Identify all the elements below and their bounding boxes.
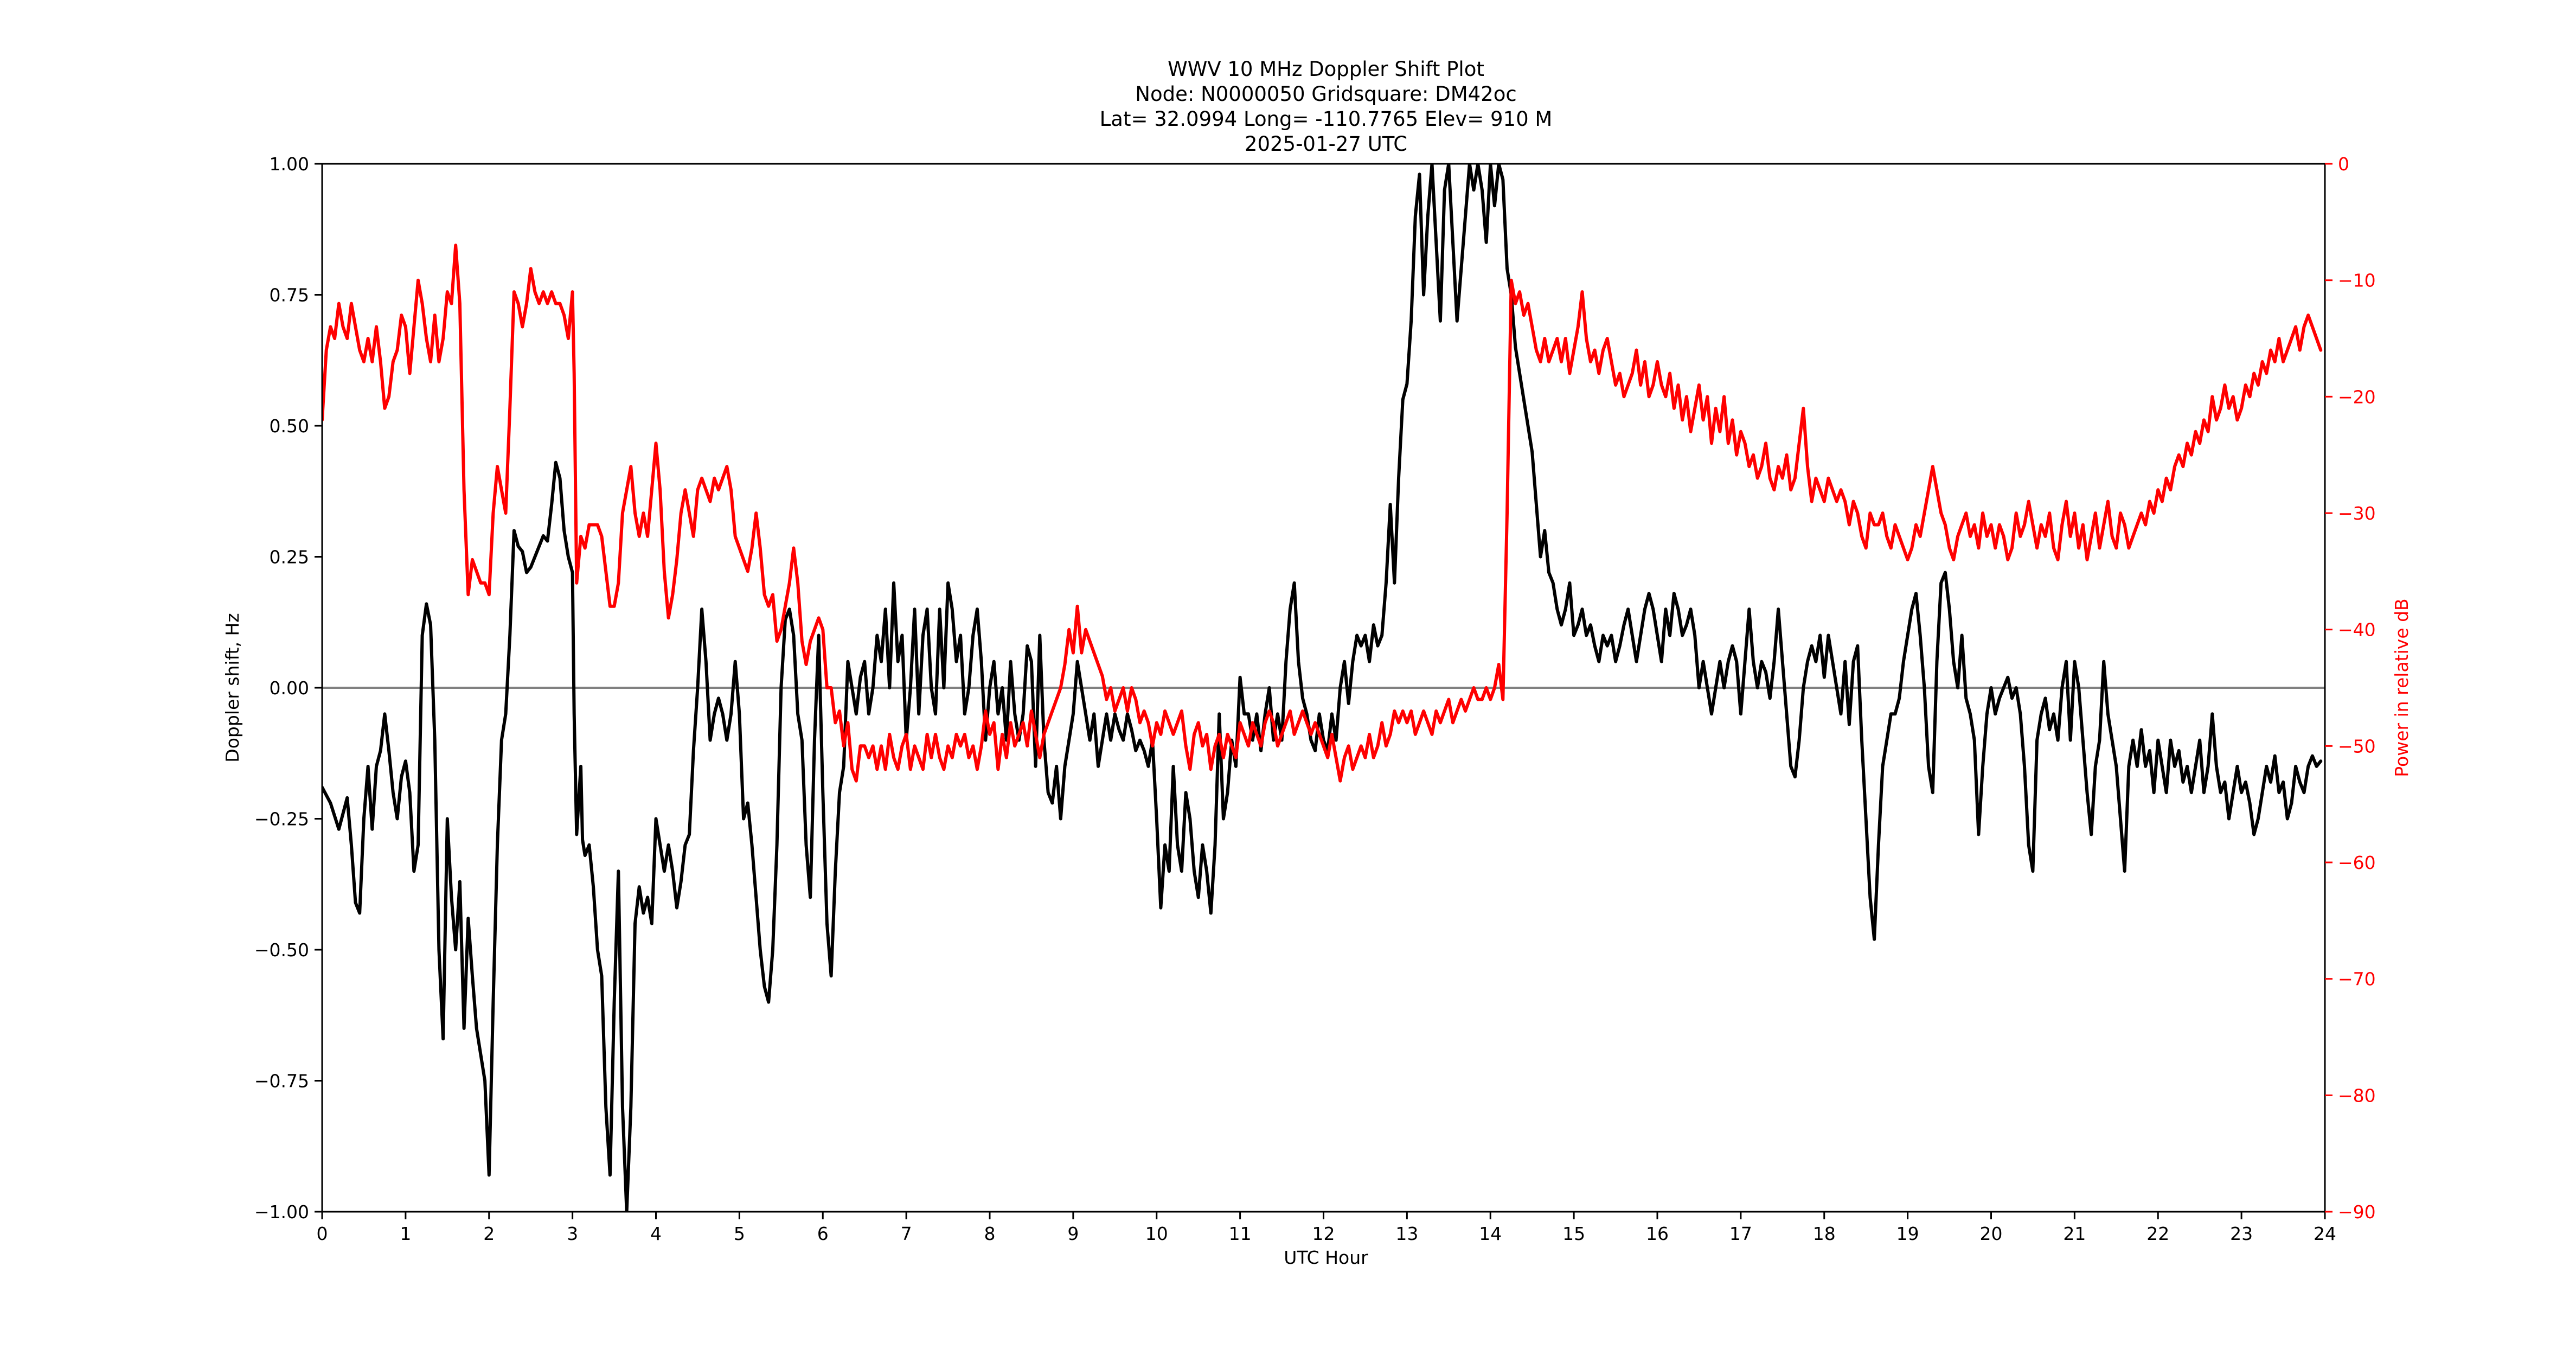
x-tick-label: 8 [984, 1223, 996, 1244]
x-tick-label: 5 [734, 1223, 745, 1244]
x-tick-label: 15 [1562, 1223, 1585, 1244]
x-tick-label: 23 [2230, 1223, 2253, 1244]
y-tick-label: 1.00 [270, 153, 309, 175]
x-tick-label: 19 [1896, 1223, 1919, 1244]
x-tick-label: 4 [650, 1223, 662, 1244]
doppler-shift-series [322, 164, 2323, 1212]
x-tick-label: 1 [400, 1223, 411, 1244]
plot-area: 0 1 2 3 4 5 6 7 8 9 10 11 12 13 14 15 16 17 18 19 20 21 22 23 24… [254, 153, 2376, 1244]
x-axis-label: UTC Hour [1284, 1247, 1368, 1268]
y2-tick-label: −50 [2338, 735, 2376, 757]
chart-title: WWV 10 MHz Doppler Shift Plot Node: N000… [1100, 57, 1553, 156]
y2-tick-label: −60 [2338, 852, 2376, 873]
y2-tick-label: −40 [2338, 619, 2376, 641]
title-line-1: WWV 10 MHz Doppler Shift Plot [1168, 57, 1484, 81]
x-tick-label: 9 [1067, 1223, 1079, 1244]
x-tick-label: 3 [567, 1223, 578, 1244]
title-line-4: 2025-01-27 UTC [1245, 132, 1407, 156]
x-tick-label: 21 [2063, 1223, 2086, 1244]
x-tick-label: 14 [1479, 1223, 1502, 1244]
y-tick-label: −0.75 [254, 1071, 309, 1092]
x-tick-label: 24 [2314, 1223, 2336, 1244]
y-tick-label: −0.25 [254, 809, 309, 830]
power-series [322, 244, 2323, 783]
x-tick-label: 22 [2146, 1223, 2169, 1244]
x-tick-label: 12 [1312, 1223, 1335, 1244]
y-tick-label: 0.25 [270, 547, 309, 568]
title-line-2: Node: N0000050 Gridsquare: DM42oc [1135, 82, 1516, 106]
y2-tick-label: 0 [2338, 153, 2349, 175]
x-tick-label: 20 [1980, 1223, 2003, 1244]
y2-tick-label: −70 [2338, 969, 2376, 990]
x-tick-label: 13 [1395, 1223, 1418, 1244]
x-tick-label: 7 [901, 1223, 912, 1244]
y2-tick-label: −20 [2338, 386, 2376, 407]
x-tick-label: 0 [317, 1223, 328, 1244]
y2-tick-label: −10 [2338, 270, 2376, 291]
y2-tick-label: −30 [2338, 503, 2376, 524]
y2-axis-label: Power in relative dB [2391, 598, 2412, 777]
x-tick-label: 6 [817, 1223, 829, 1244]
y-axis-label: Doppler shift, Hz [222, 613, 243, 762]
y-tick-label: 0.50 [270, 415, 309, 437]
x-tick-label: 11 [1229, 1223, 1252, 1244]
y2-tick-label: −80 [2338, 1085, 2376, 1106]
x-tick-label: 10 [1145, 1223, 1168, 1244]
y2-tick-label: −90 [2338, 1201, 2376, 1223]
title-line-3: Lat= 32.0994 Long= -110.7765 Elev= 910 M [1100, 107, 1553, 131]
x-tick-label: 18 [1813, 1223, 1836, 1244]
y-tick-label: 0.75 [270, 285, 309, 306]
y-tick-label: −0.50 [254, 939, 309, 961]
y-tick-label: 0.00 [270, 677, 309, 699]
x-tick-label: 2 [483, 1223, 495, 1244]
x-tick-label: 16 [1646, 1223, 1669, 1244]
x-tick-label: 17 [1729, 1223, 1752, 1244]
y-tick-label: −1.00 [254, 1201, 309, 1223]
